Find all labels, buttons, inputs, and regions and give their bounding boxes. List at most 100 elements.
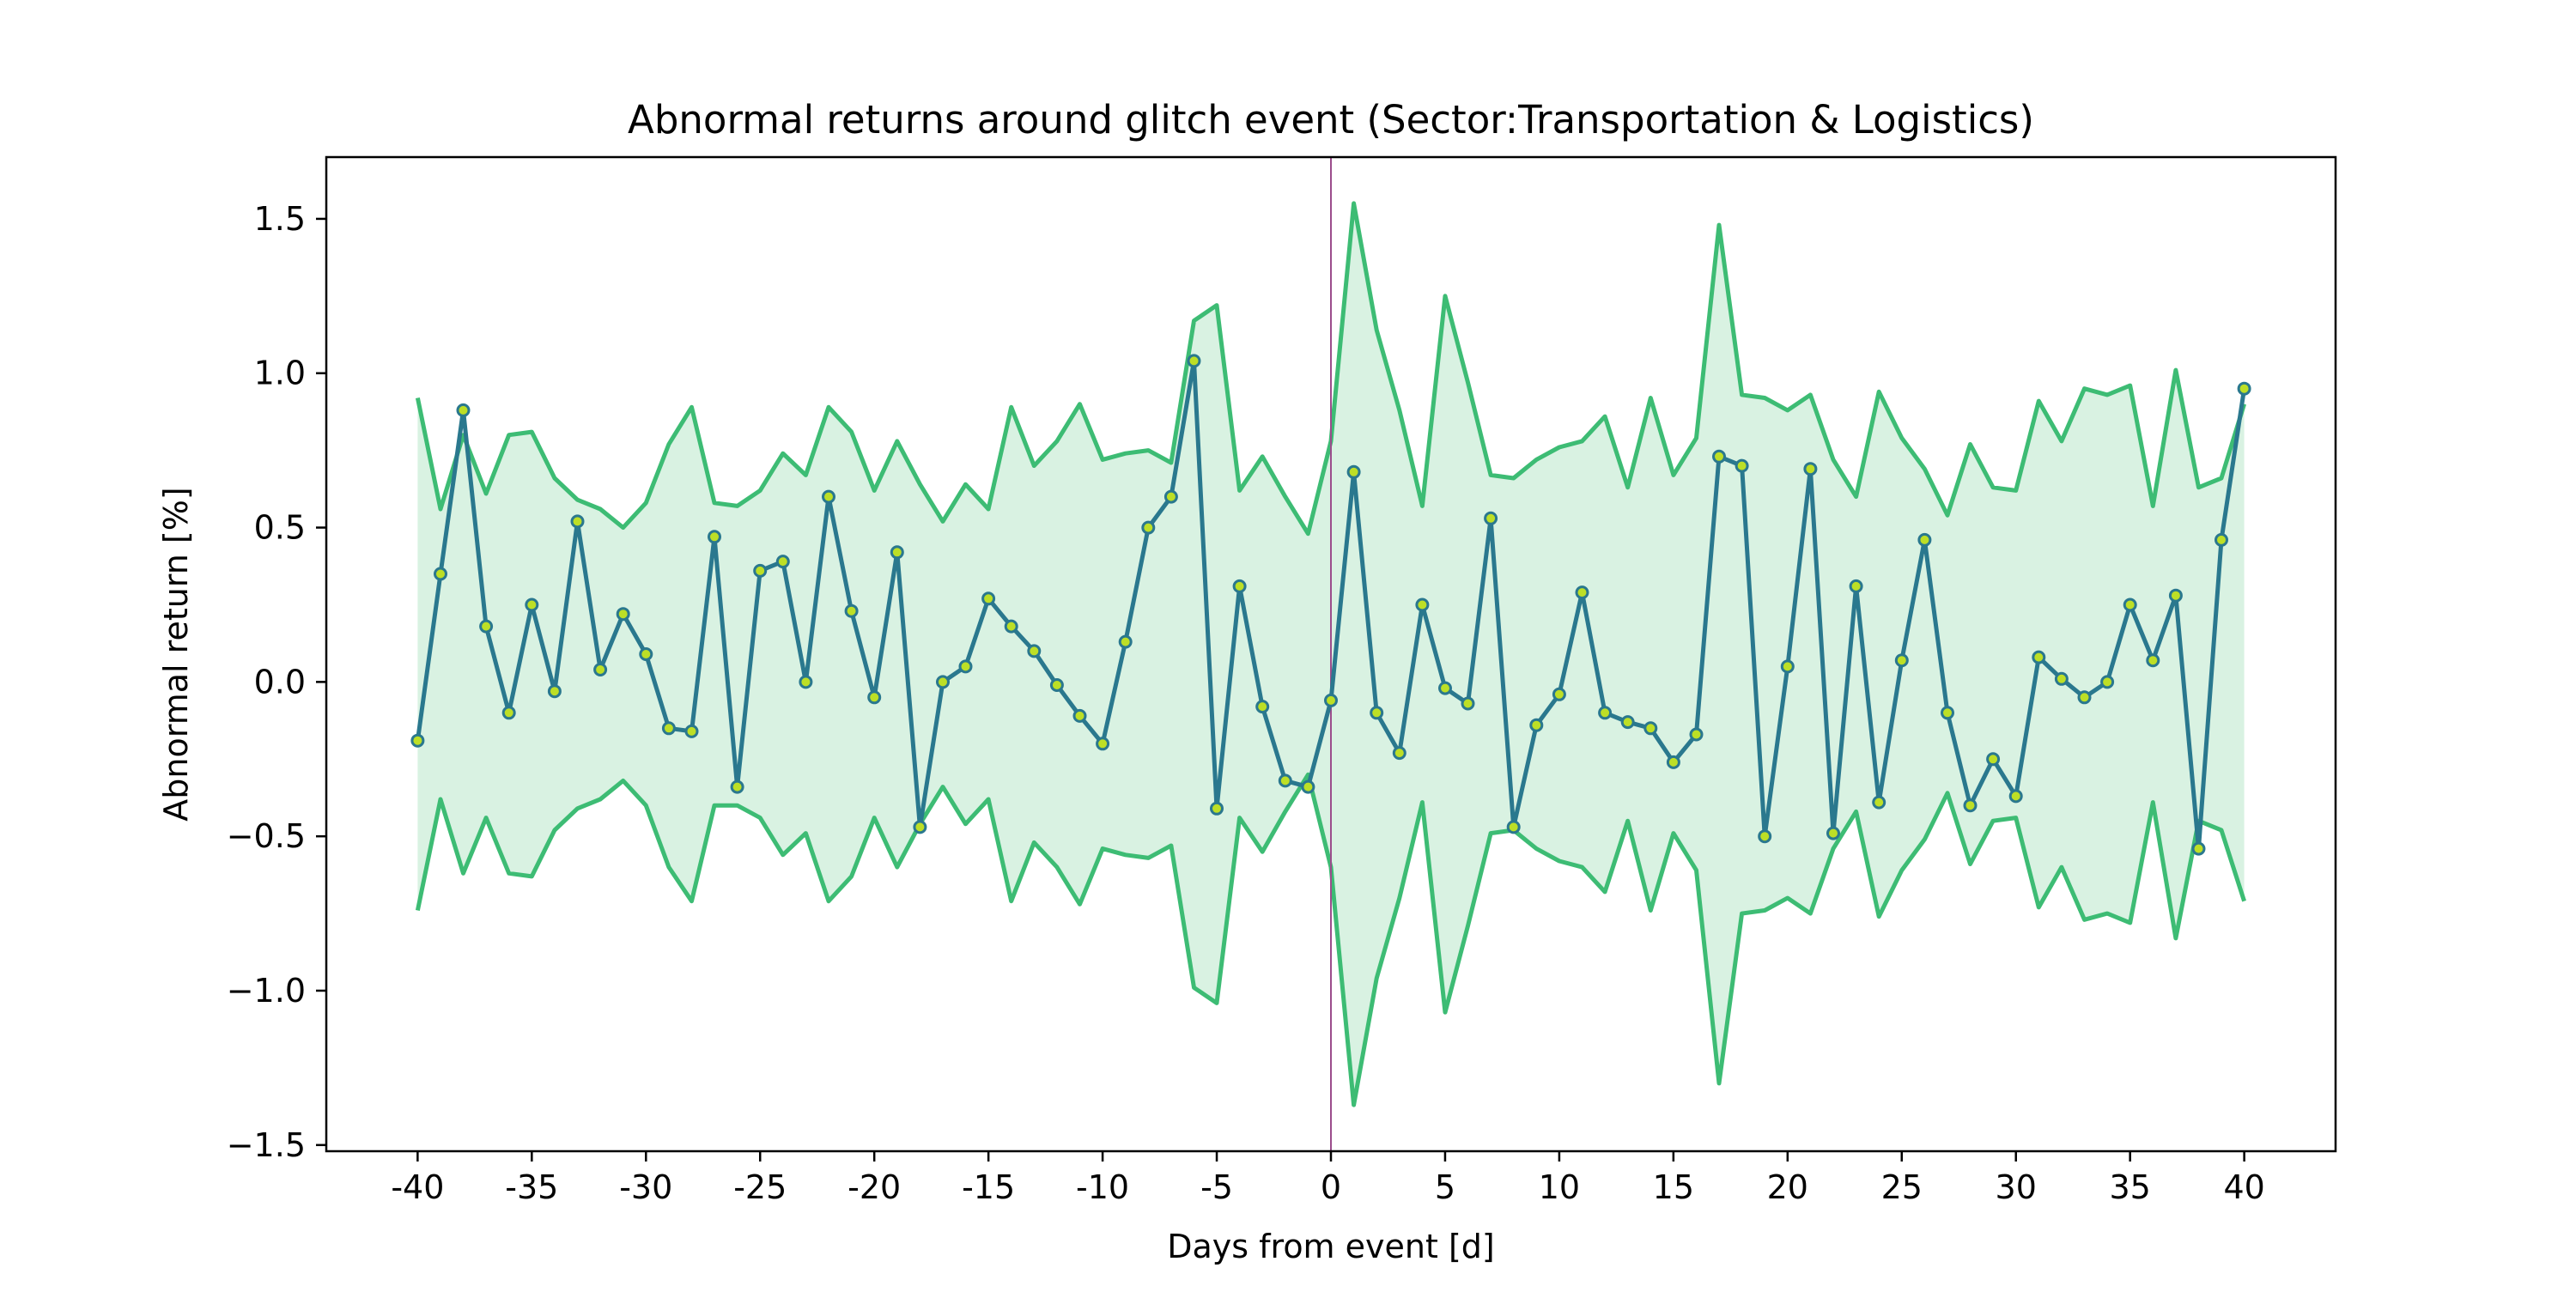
x-axis-ticks: -40 -35 -30 -25 -20 -15 -10 -5 0 5 10 15 20 25 30 35 40 — [391, 1151, 2265, 1206]
data-point — [1027, 644, 1042, 658]
data-point — [1575, 585, 1589, 600]
data-point — [501, 706, 516, 720]
data-point — [1187, 354, 1201, 368]
data-point — [2237, 381, 2251, 396]
data-point — [1049, 678, 1064, 692]
data-point — [730, 779, 744, 794]
data-point — [1141, 520, 1156, 535]
data-point — [708, 530, 721, 544]
data-point — [1278, 773, 1292, 788]
data-point — [1552, 687, 1566, 701]
data-point — [1370, 706, 1384, 720]
data-point — [867, 690, 882, 705]
x-tick-label: 15 — [1653, 1168, 1694, 1206]
x-tick-label: 40 — [2223, 1168, 2264, 1206]
data-point — [1529, 718, 1544, 732]
data-point — [1712, 449, 1726, 464]
data-point-layer — [410, 354, 2251, 856]
x-tick-label: -40 — [391, 1168, 444, 1206]
x-tick-label: 10 — [1539, 1168, 1580, 1206]
data-point — [2191, 841, 2206, 856]
data-point — [1643, 721, 1658, 736]
data-point — [1735, 458, 1749, 473]
data-point — [2077, 690, 2092, 705]
x-tick-label: -35 — [505, 1168, 558, 1206]
data-point — [822, 489, 835, 504]
x-tick-label: -15 — [962, 1168, 1015, 1206]
x-tick-label: -30 — [619, 1168, 672, 1206]
data-point — [616, 607, 630, 622]
data-point — [1872, 795, 1886, 810]
data-point — [958, 659, 973, 674]
data-point — [1392, 746, 1406, 761]
data-point — [2100, 675, 2115, 689]
data-point — [1780, 659, 1795, 674]
data-point — [981, 591, 996, 606]
data-point — [1438, 681, 1452, 695]
x-tick-label: 35 — [2110, 1168, 2151, 1206]
data-point — [684, 724, 699, 738]
y-tick-label: −1.5 — [227, 1126, 306, 1164]
data-point — [1163, 489, 1178, 504]
data-point — [936, 675, 950, 689]
data-point — [890, 545, 904, 560]
x-tick-label: 0 — [1321, 1168, 1341, 1206]
data-point — [410, 733, 425, 748]
x-tick-label: -5 — [1200, 1168, 1233, 1206]
data-point — [1096, 737, 1110, 751]
data-point — [775, 555, 790, 569]
data-point — [639, 647, 653, 661]
x-tick-label: 5 — [1435, 1168, 1455, 1206]
y-tick-label: −0.5 — [227, 817, 306, 855]
data-point — [1415, 597, 1430, 612]
data-point — [1849, 579, 1863, 593]
data-point — [547, 684, 562, 699]
data-point — [1255, 700, 1270, 714]
data-point — [799, 675, 813, 689]
data-point — [2168, 588, 2183, 603]
data-point — [1666, 755, 1680, 769]
data-point — [1689, 727, 1704, 742]
data-point — [1004, 619, 1018, 634]
data-point — [434, 567, 447, 581]
x-tick-label: 20 — [1767, 1168, 1808, 1206]
data-point — [1461, 696, 1475, 711]
x-tick-label: 25 — [1881, 1168, 1923, 1206]
y-tick-label: 1.0 — [254, 355, 306, 392]
data-point — [1803, 462, 1818, 476]
data-point — [1917, 532, 1932, 547]
data-point — [2123, 597, 2137, 612]
data-point — [2008, 789, 2023, 804]
data-point — [479, 619, 494, 634]
data-point — [1506, 820, 1521, 834]
data-point — [570, 514, 585, 529]
data-point — [1118, 634, 1133, 649]
data-point — [2146, 653, 2160, 668]
y-axis-label: Abnormal return [%] — [157, 487, 195, 821]
data-point — [1826, 826, 1840, 840]
x-tick-label: -10 — [1076, 1168, 1129, 1206]
x-tick-label: -25 — [733, 1168, 787, 1206]
data-point — [1986, 752, 2001, 767]
y-tick-label: 1.5 — [254, 200, 306, 238]
chart-title: Abnormal returns around glitch event (Se… — [628, 97, 2034, 143]
data-point — [1232, 579, 1247, 593]
data-point — [1324, 693, 1338, 707]
data-point — [1941, 706, 1954, 720]
data-point — [1963, 798, 1978, 813]
data-point — [525, 597, 539, 612]
data-point — [2054, 671, 2069, 686]
data-point — [2032, 650, 2046, 664]
data-point — [1301, 779, 1315, 794]
data-point — [1210, 801, 1224, 816]
data-point — [456, 403, 471, 417]
data-point — [593, 663, 608, 676]
data-point — [753, 563, 768, 578]
data-point — [844, 604, 859, 618]
y-tick-label: 0.0 — [254, 663, 306, 701]
y-tick-label: −1.0 — [227, 972, 306, 1010]
data-point — [2215, 532, 2228, 547]
y-tick-label: 0.5 — [254, 509, 306, 547]
